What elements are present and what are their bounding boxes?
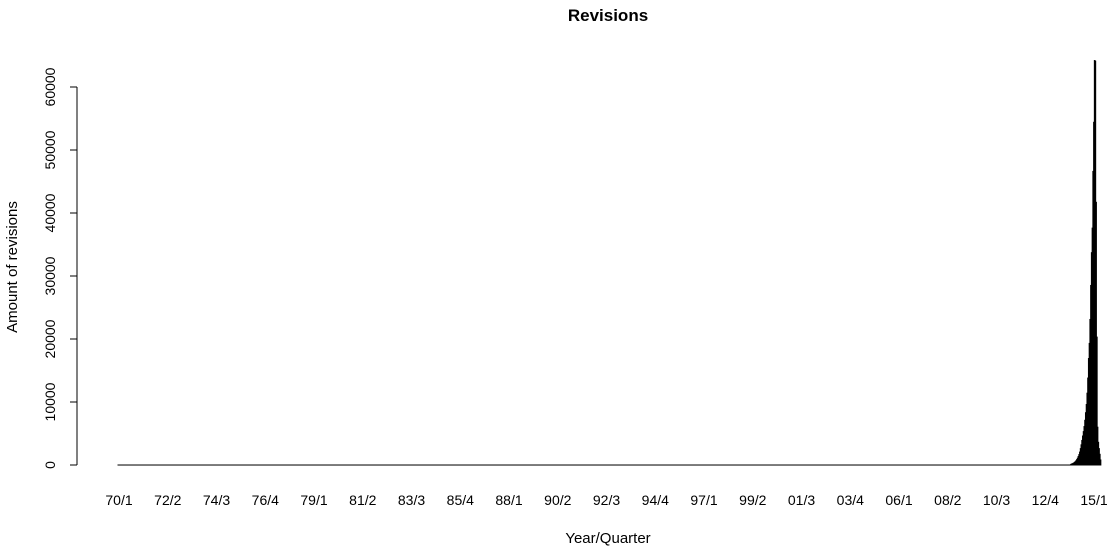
x-tick-label: 74/3 xyxy=(203,492,230,508)
x-axis-label: Year/Quarter xyxy=(565,530,650,547)
y-axis: 0 10000 20000 30000 40000 50000 60000 xyxy=(42,67,78,469)
x-tick-label: 81/2 xyxy=(349,492,376,508)
x-tick-label: 12/4 xyxy=(1032,492,1059,508)
x-tick-label: 08/2 xyxy=(934,492,961,508)
x-tick-label: 15/1 xyxy=(1080,492,1107,508)
y-tick-label: 50000 xyxy=(42,130,58,169)
y-tick-label: 20000 xyxy=(42,319,58,358)
x-tick-label: 88/1 xyxy=(495,492,522,508)
y-tick-label: 60000 xyxy=(42,67,58,106)
y-tick-label: 30000 xyxy=(42,256,58,295)
x-tick-label: 06/1 xyxy=(885,492,912,508)
x-tick-label: 72/2 xyxy=(154,492,181,508)
x-tick-label: 01/3 xyxy=(788,492,815,508)
x-tick-label: 92/3 xyxy=(593,492,620,508)
y-tick-label: 40000 xyxy=(42,193,58,232)
x-tick-label: 90/2 xyxy=(544,492,571,508)
x-tick-label: 76/4 xyxy=(252,492,279,508)
x-tick-label: 70/1 xyxy=(105,492,132,508)
x-tick-label: 03/4 xyxy=(837,492,864,508)
x-tick-label: 97/1 xyxy=(690,492,717,508)
y-axis-label: Amount of revisions xyxy=(4,201,21,333)
x-tick-label: 79/1 xyxy=(300,492,327,508)
x-tick-label: 83/3 xyxy=(398,492,425,508)
y-tick-label: 10000 xyxy=(42,382,58,421)
x-tick-label: 94/4 xyxy=(642,492,669,508)
bar xyxy=(1099,459,1102,466)
bars-group xyxy=(117,60,1102,466)
x-axis: 70/1 72/2 74/3 76/4 79/1 81/2 83/3 85/4 88/1 90/2… xyxy=(105,492,1107,508)
y-tick-label: 0 xyxy=(42,461,58,469)
x-tick-label: 85/4 xyxy=(447,492,474,508)
x-tick-label: 10/3 xyxy=(983,492,1010,508)
x-tick-label: 99/2 xyxy=(739,492,766,508)
chart-title: Revisions xyxy=(568,6,648,25)
